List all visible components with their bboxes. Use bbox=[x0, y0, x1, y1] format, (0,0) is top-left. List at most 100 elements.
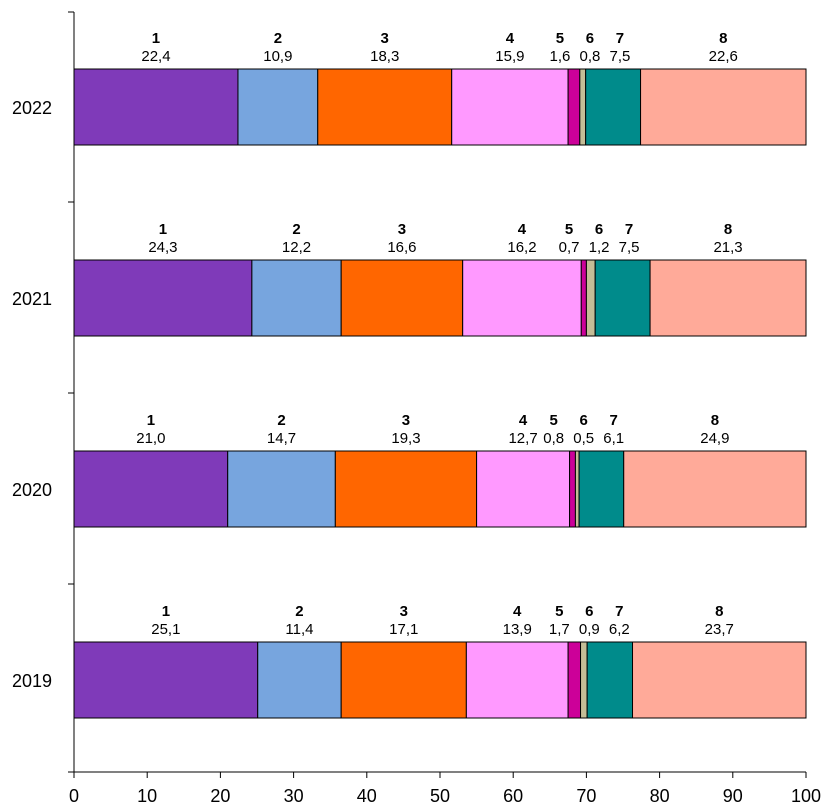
value-label-2019-6: 0,9 bbox=[579, 621, 600, 638]
value-label-2020-6: 0,5 bbox=[573, 430, 594, 447]
bar-segment-2021-7 bbox=[594, 259, 651, 337]
bar-segment-2020-1 bbox=[73, 450, 229, 528]
segment-number-2020-2: 2 bbox=[277, 412, 285, 429]
segment-number-2020-7: 7 bbox=[610, 412, 618, 429]
bar-segment-2022-6 bbox=[579, 68, 587, 146]
value-label-2022-5: 1,6 bbox=[550, 48, 571, 65]
segment-number-2020-5: 5 bbox=[550, 412, 558, 429]
segment-number-2021-4: 4 bbox=[518, 221, 527, 238]
bar-segment-2022-5 bbox=[567, 68, 581, 146]
segment-number-2021-2: 2 bbox=[292, 221, 300, 238]
segment-number-2021-5: 5 bbox=[565, 221, 573, 238]
value-label-2020-8: 24,9 bbox=[700, 430, 729, 447]
bar-segment-2020-7 bbox=[578, 450, 625, 528]
bar-segment-2020-3 bbox=[334, 450, 478, 528]
segment-number-2019-5: 5 bbox=[555, 603, 563, 620]
value-label-2019-3: 17,1 bbox=[389, 621, 418, 638]
value-label-2020-5: 0,8 bbox=[543, 430, 564, 447]
segment-number-2022-5: 5 bbox=[556, 30, 564, 47]
value-label-2021-3: 16,6 bbox=[387, 239, 416, 256]
value-label-2020-4: 12,7 bbox=[508, 430, 537, 447]
bar-segment-2021-6 bbox=[585, 259, 596, 337]
value-label-2022-4: 15,9 bbox=[495, 48, 524, 65]
bar-segment-2022-4 bbox=[451, 68, 569, 146]
x-tick-label-30: 30 bbox=[284, 786, 304, 806]
x-tick-label-0: 0 bbox=[69, 786, 79, 806]
segment-number-2020-4: 4 bbox=[519, 412, 528, 429]
bar-segment-2019-1 bbox=[73, 641, 259, 719]
segment-number-2022-6: 6 bbox=[586, 30, 594, 47]
value-label-2021-4: 16,2 bbox=[507, 239, 536, 256]
x-tick-label-70: 70 bbox=[576, 786, 596, 806]
segment-number-2022-3: 3 bbox=[381, 30, 389, 47]
segment-number-2021-8: 8 bbox=[724, 221, 732, 238]
value-label-2019-4: 13,9 bbox=[503, 621, 532, 638]
value-label-2019-8: 23,7 bbox=[705, 621, 734, 638]
value-label-2022-3: 18,3 bbox=[370, 48, 399, 65]
bar-segment-2019-7 bbox=[586, 641, 634, 719]
segment-number-2019-7: 7 bbox=[615, 603, 623, 620]
value-label-2019-5: 1,7 bbox=[549, 621, 570, 638]
bar-segment-2019-2 bbox=[257, 641, 342, 719]
segment-number-2019-3: 3 bbox=[400, 603, 408, 620]
segment-number-2021-6: 6 bbox=[595, 221, 603, 238]
segment-number-2022-7: 7 bbox=[616, 30, 624, 47]
bar-segment-2019-5 bbox=[567, 641, 582, 719]
x-tick-label-10: 10 bbox=[137, 786, 157, 806]
category-label-2019: 2019 bbox=[12, 671, 52, 691]
value-label-2020-1: 21,0 bbox=[136, 430, 165, 447]
segment-number-2020-3: 3 bbox=[402, 412, 410, 429]
value-label-2021-2: 12,2 bbox=[282, 239, 311, 256]
category-label-2020: 2020 bbox=[12, 480, 52, 500]
segment-number-2022-2: 2 bbox=[274, 30, 282, 47]
x-tick-label-100: 100 bbox=[791, 786, 821, 806]
segment-number-2021-3: 3 bbox=[398, 221, 406, 238]
value-label-2020-7: 6,1 bbox=[603, 430, 624, 447]
x-tick-label-60: 60 bbox=[503, 786, 523, 806]
value-label-2021-6: 1,2 bbox=[589, 239, 610, 256]
bar-segment-2020-6 bbox=[574, 450, 580, 528]
x-tick-label-20: 20 bbox=[210, 786, 230, 806]
value-label-2022-7: 7,5 bbox=[610, 48, 631, 65]
bar-segment-2019-3 bbox=[340, 641, 467, 719]
segment-number-2020-1: 1 bbox=[147, 412, 155, 429]
value-label-2021-5: 0,7 bbox=[559, 239, 580, 256]
segment-number-2020-6: 6 bbox=[580, 412, 588, 429]
value-label-2020-3: 19,3 bbox=[391, 430, 420, 447]
bar-segment-2020-4 bbox=[476, 450, 571, 528]
value-label-2020-2: 14,7 bbox=[267, 430, 296, 447]
bar-segment-2021-4 bbox=[462, 259, 582, 337]
bar-segment-2019-4 bbox=[465, 641, 569, 719]
value-label-2019-1: 25,1 bbox=[151, 621, 180, 638]
segment-number-2022-8: 8 bbox=[719, 30, 727, 47]
value-label-2022-2: 10,9 bbox=[263, 48, 292, 65]
x-tick-label-80: 80 bbox=[650, 786, 670, 806]
segment-number-2019-4: 4 bbox=[513, 603, 522, 620]
segment-number-2019-1: 1 bbox=[162, 603, 170, 620]
bar-segment-2022-2 bbox=[237, 68, 319, 146]
bar-segment-2022-8 bbox=[640, 68, 807, 146]
x-tick-label-40: 40 bbox=[357, 786, 377, 806]
value-label-2022-6: 0,8 bbox=[580, 48, 601, 65]
value-label-2022-1: 22,4 bbox=[141, 48, 170, 65]
bar-segment-2020-2 bbox=[227, 450, 336, 528]
bar-segment-2021-5 bbox=[580, 259, 587, 337]
segment-number-2021-7: 7 bbox=[625, 221, 633, 238]
value-label-2021-7: 7,5 bbox=[619, 239, 640, 256]
bar-segment-2021-2 bbox=[251, 259, 342, 337]
bar-segment-2021-8 bbox=[649, 259, 807, 337]
bar-segment-2021-3 bbox=[340, 259, 464, 337]
category-label-2022: 2022 bbox=[12, 98, 52, 118]
bar-segment-2019-6 bbox=[580, 641, 588, 719]
segment-number-2021-1: 1 bbox=[159, 221, 167, 238]
segment-number-2022-4: 4 bbox=[506, 30, 515, 47]
value-label-2022-8: 22,6 bbox=[709, 48, 738, 65]
bar-segment-2020-5 bbox=[569, 450, 576, 528]
value-label-2021-1: 24,3 bbox=[148, 239, 177, 256]
segment-number-2022-1: 1 bbox=[152, 30, 160, 47]
bar-segment-2022-3 bbox=[317, 68, 453, 146]
value-label-2019-2: 11,4 bbox=[285, 621, 313, 638]
category-label-2021: 2021 bbox=[12, 289, 52, 309]
